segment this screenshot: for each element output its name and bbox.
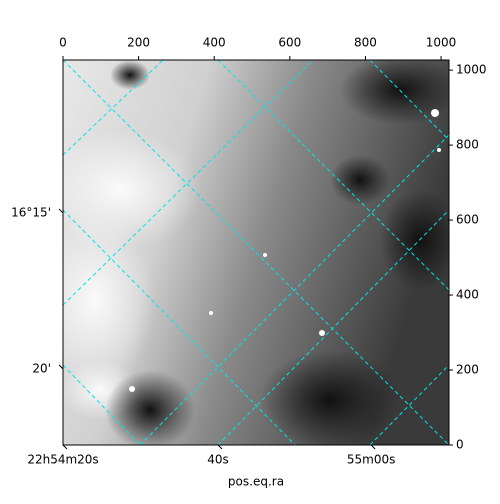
- top-tick-label: 600: [278, 36, 301, 50]
- top-tick-label: 800: [354, 36, 377, 50]
- right-tick-label: 800: [456, 138, 479, 152]
- coordinate-grid: [63, 60, 449, 445]
- right-tick-label: 200: [456, 363, 479, 377]
- x-axis-label: pos.eq.ra: [228, 475, 284, 489]
- right-tick-label: 400: [456, 288, 479, 302]
- top-tick-label: 400: [203, 36, 226, 50]
- top-tick-label: 200: [127, 36, 150, 50]
- axes-frame: [62, 59, 450, 446]
- right-tick-label: 0: [456, 438, 464, 452]
- top-tick-label: 0: [59, 36, 67, 50]
- right-tick-label: 1000: [456, 63, 487, 77]
- dec-tick: [58, 208, 64, 214]
- ra-tick-label: 40s: [207, 453, 229, 467]
- ra-tick-label: 55m00s: [347, 453, 395, 467]
- top-tick-label: 1000: [426, 36, 457, 50]
- sky-image: [63, 60, 449, 445]
- ra-tick: [217, 444, 223, 450]
- dec-tick-label: 20': [32, 361, 51, 375]
- ra-tick: [62, 444, 68, 450]
- ra-tick-label: 22h54m20s: [27, 453, 98, 467]
- dec-tick: [58, 364, 64, 370]
- right-tick-label: 600: [456, 213, 479, 227]
- ra-tick: [370, 444, 376, 450]
- dec-tick-label: 16°15': [11, 205, 51, 219]
